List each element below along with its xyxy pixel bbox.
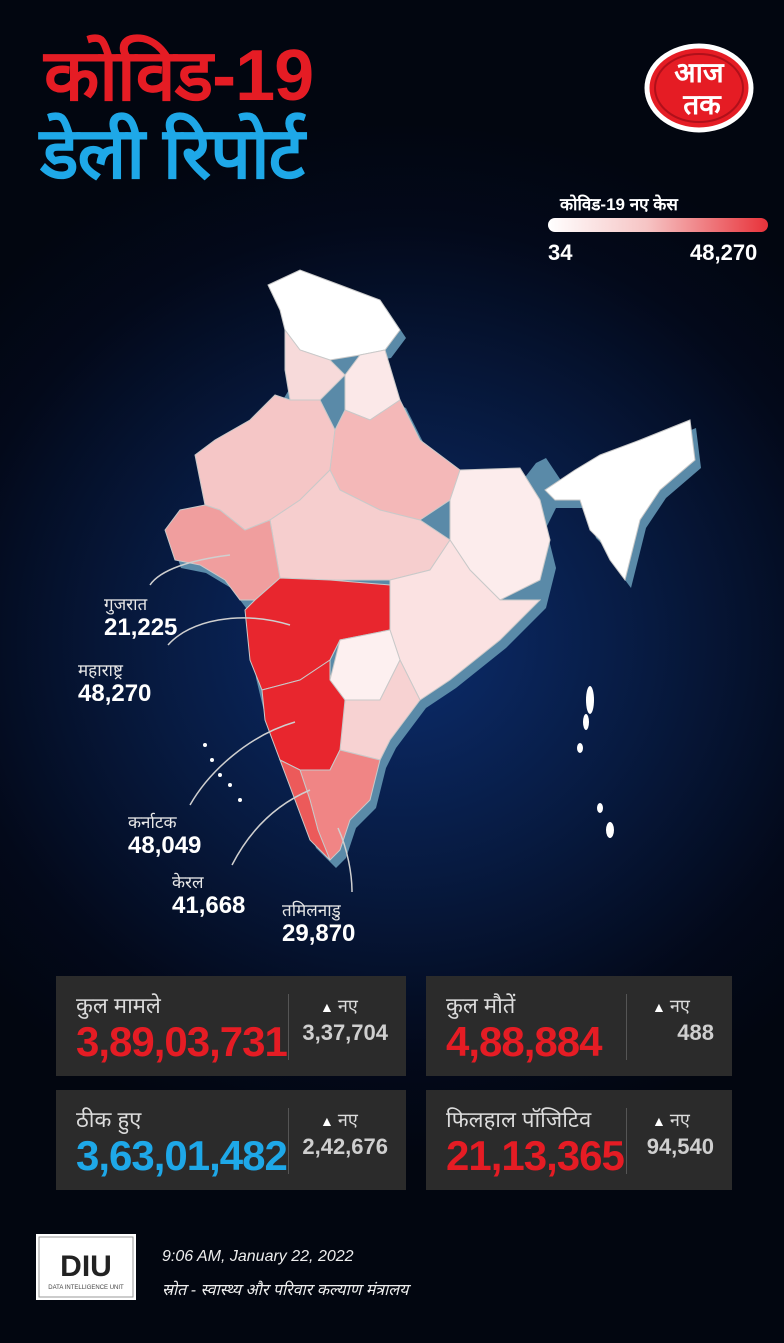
stat-label: कुल मौतें bbox=[446, 993, 516, 1018]
andaman-islands bbox=[577, 686, 614, 838]
state-value-tamilnadu: 29,870 bbox=[282, 920, 356, 947]
lakshadweep-islands bbox=[203, 743, 242, 802]
stat-value: 4,88,884 bbox=[446, 1018, 602, 1065]
legend-min: 34 bbox=[548, 240, 573, 265]
state-value-kerala: 41,668 bbox=[172, 892, 246, 919]
new-value: 2,42,676 bbox=[302, 1134, 388, 1159]
region-northeast bbox=[544, 419, 696, 582]
diu-logo-graphic: DIU DATA INTELLIGENCE UNIT bbox=[38, 1236, 134, 1298]
svg-text:DIU: DIU bbox=[60, 1250, 112, 1283]
state-name-karnataka: कर्नाटक bbox=[128, 813, 177, 832]
up-triangle-icon: ▲ bbox=[320, 1113, 334, 1129]
divider bbox=[626, 994, 627, 1060]
new-label: ▲ नए bbox=[652, 996, 690, 1016]
divider bbox=[288, 1108, 289, 1174]
new-label: ▲ नए bbox=[320, 1110, 358, 1130]
stat-value: 3,89,03,731 bbox=[76, 1018, 288, 1065]
logo-text-top: आज bbox=[674, 56, 725, 89]
stat-card-total-cases: कुल मामले 3,89,03,731 ▲ नए 3,37,704 bbox=[56, 976, 406, 1076]
state-value-karnataka: 48,049 bbox=[128, 832, 202, 859]
aajtak-logo: आज तक bbox=[644, 43, 754, 133]
state-value-maharashtra: 48,270 bbox=[78, 680, 152, 707]
new-value: 94,540 bbox=[646, 1134, 714, 1159]
stat-label: कुल मामले bbox=[76, 993, 161, 1018]
stat-label: ठीक हुए bbox=[76, 1107, 142, 1132]
stat-value: 21,13,365 bbox=[446, 1132, 625, 1179]
up-triangle-icon: ▲ bbox=[652, 999, 666, 1015]
state-value-gujarat: 21,225 bbox=[104, 614, 178, 641]
region-east bbox=[449, 467, 551, 601]
source-text: स्रोत - स्वास्थ्य और परिवार कल्याण मंत्र… bbox=[162, 1282, 409, 1299]
state-name-kerala: केरल bbox=[172, 873, 204, 892]
new-value: 488 bbox=[677, 1020, 714, 1045]
state-name-maharashtra: महाराष्ट्र bbox=[78, 661, 123, 680]
new-label: ▲ नए bbox=[652, 1110, 690, 1130]
new-label: ▲ नए bbox=[320, 996, 358, 1016]
page-title-line1: कोविड-19 bbox=[44, 36, 314, 116]
divider bbox=[288, 994, 289, 1060]
region-punjab-himachal bbox=[284, 328, 346, 401]
legend-title: कोविड-19 नए केस bbox=[560, 195, 678, 214]
legend-gradient-bar bbox=[548, 218, 768, 232]
legend-max: 48,270 bbox=[690, 240, 758, 265]
stat-value: 3,63,01,482 bbox=[76, 1132, 288, 1179]
india-map bbox=[149, 269, 701, 893]
stat-card-total-deaths: कुल मौतें 4,88,884 ▲ नए 488 bbox=[426, 976, 732, 1076]
leader-lines bbox=[149, 554, 353, 893]
logo-text-bottom: तक bbox=[682, 88, 722, 121]
region-kerala bbox=[279, 758, 331, 861]
svg-text:DATA INTELLIGENCE UNIT: DATA INTELLIGENCE UNIT bbox=[48, 1285, 124, 1291]
state-name-gujarat: गुजरात bbox=[104, 595, 148, 614]
page-title-line2: डेली रिपोर्ट bbox=[40, 114, 305, 194]
stat-label: फिलहाल पॉजिटिव bbox=[446, 1107, 592, 1132]
new-value: 3,37,704 bbox=[302, 1020, 388, 1045]
stat-card-recovered: ठीक हुए 3,63,01,482 ▲ नए 2,42,676 bbox=[56, 1090, 406, 1190]
up-triangle-icon: ▲ bbox=[652, 1113, 666, 1129]
up-triangle-icon: ▲ bbox=[320, 999, 334, 1015]
stat-card-active: फिलहाल पॉजिटिव 21,13,365 ▲ नए 94,540 bbox=[426, 1090, 732, 1190]
divider bbox=[626, 1108, 627, 1174]
state-name-tamilnadu: तमिलनाडु bbox=[282, 901, 341, 920]
timestamp: 9:06 AM, January 22, 2022 bbox=[162, 1248, 354, 1265]
diu-logo: DIU DATA INTELLIGENCE UNIT bbox=[36, 1234, 136, 1300]
